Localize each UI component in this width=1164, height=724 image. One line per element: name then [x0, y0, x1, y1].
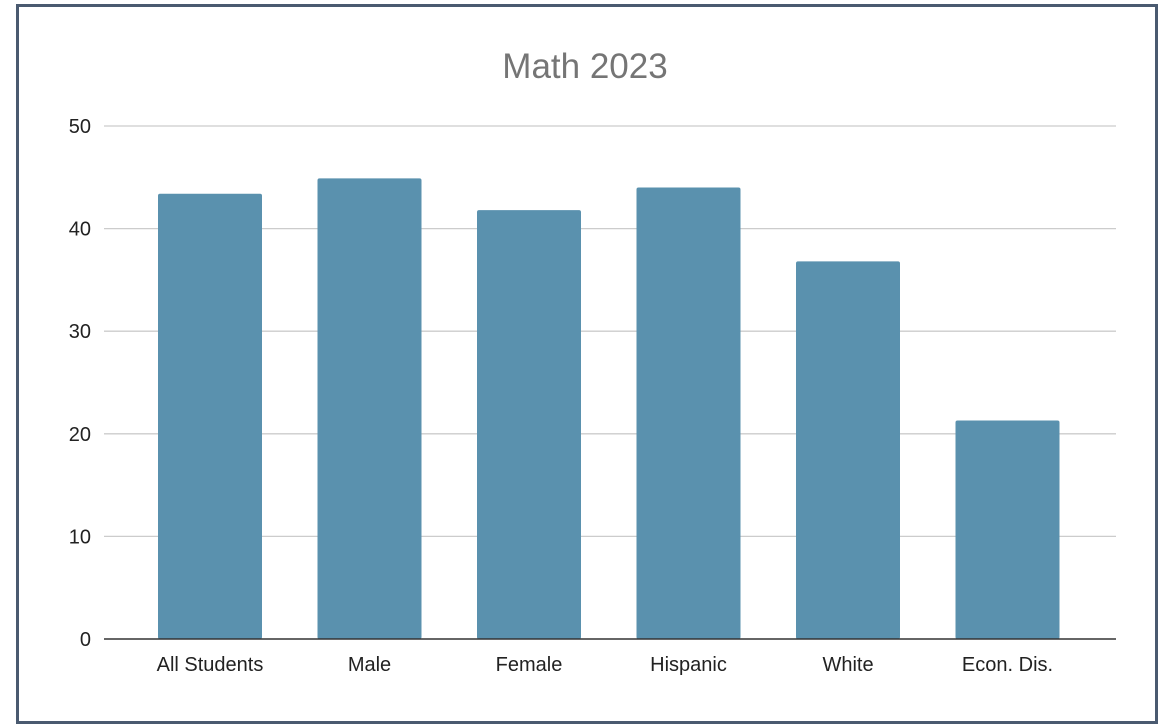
bar-all-students [158, 193, 262, 639]
bar-econ-dis [955, 420, 1060, 639]
x-category-label: White [822, 654, 873, 676]
bar-male [317, 178, 422, 640]
x-category-label: Hispanic [650, 654, 727, 676]
bars [158, 178, 1060, 640]
bar-hispanic [636, 187, 741, 639]
y-tick-label: 20 [69, 424, 91, 446]
y-tick-label: 30 [69, 321, 91, 343]
x-axis-categories: All Students Male Female Hispanic White Econ.… [157, 654, 1053, 676]
chart-title: Math 2023 [502, 47, 667, 86]
x-category-label: All Students [157, 654, 264, 676]
y-axis-ticks: 0 10 20 30 40 50 [69, 116, 91, 651]
y-tick-label: 0 [80, 629, 91, 651]
y-tick-label: 10 [69, 526, 91, 548]
bar-white [796, 261, 900, 639]
x-category-label: Econ. Dis. [962, 654, 1053, 676]
x-category-label: Male [348, 654, 391, 676]
x-category-label: Female [496, 654, 563, 676]
gridlines [104, 125, 1116, 538]
y-tick-label: 50 [69, 116, 91, 138]
bar-female [477, 210, 581, 639]
y-tick-label: 40 [69, 219, 91, 241]
